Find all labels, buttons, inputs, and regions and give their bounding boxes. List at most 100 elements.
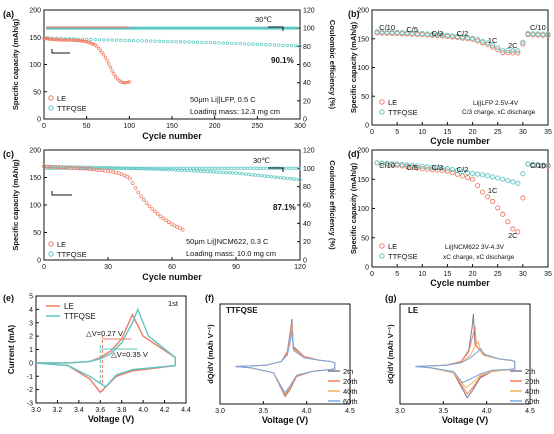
le-rate-point	[475, 183, 481, 189]
y-tick-label: 5	[29, 294, 33, 301]
ttfqse-capacity-point	[157, 167, 161, 172]
loading-mass-label: Loading mass: 10.0 mg cm	[186, 249, 276, 258]
ttfqse-capacity-point	[291, 177, 296, 181]
ttfqse-delta-v-label: △V=0.35 V	[111, 350, 148, 359]
le-capacity-point	[83, 39, 87, 44]
ttfqse-capacity-point	[83, 165, 88, 169]
ttfqse-ce-point	[226, 166, 231, 170]
ttfqse-rate-point	[409, 30, 415, 36]
legend-b-marker	[379, 109, 385, 115]
le-capacity-point	[139, 194, 143, 199]
ttfqse-capacity-point	[157, 39, 161, 43]
y2-tick-label: 100	[303, 26, 315, 33]
le-capacity-point	[66, 38, 70, 42]
le-capacity-point	[86, 40, 91, 44]
le-rate-point	[409, 164, 415, 170]
ttfqse-rate-point	[424, 164, 430, 170]
le-capacity-point	[169, 222, 174, 226]
ttfqse-capacity-point	[266, 174, 270, 179]
ttfqse-capacity-point	[227, 171, 232, 175]
ttfqse-capacity-point	[147, 167, 152, 171]
ttfqse-ce-point	[239, 166, 243, 170]
ttfqse-capacity-point	[112, 166, 117, 170]
le-capacity-point	[166, 220, 171, 224]
ttfqse-ce-point	[217, 166, 221, 170]
ttfqse-rate-point	[434, 165, 440, 171]
x-tick-label: 300	[294, 123, 306, 130]
le-capacity-point	[122, 81, 126, 85]
test-protocol-label: C/3 charge, xC discharge	[462, 109, 536, 116]
x-axis-label: Cycle number	[142, 272, 202, 282]
y-axis-label: Specific capacity (mAh/g)	[349, 21, 358, 113]
ttfqse-rate-point	[475, 37, 481, 43]
x-tick-label: 0	[370, 129, 374, 136]
rate-label: C/10	[530, 161, 546, 170]
y-tick-label: 3	[29, 320, 33, 327]
y2-tick-label: 0	[303, 258, 307, 265]
le-capacity-point	[67, 38, 72, 42]
legend-a-marker	[48, 105, 54, 111]
ttfqse-capacity-point	[240, 172, 245, 176]
ttfqse-rate-point	[500, 176, 506, 182]
ttfqse-capacity-point	[247, 42, 251, 46]
test-protocol-label: xC charge, xC discharge	[443, 254, 515, 261]
legend-a-label: LE	[57, 94, 66, 103]
ttfqse-capacity-point	[136, 39, 140, 43]
legend-c-marker	[48, 241, 54, 247]
rate-label: 2C	[508, 231, 518, 240]
panel-label: (g)	[385, 293, 397, 303]
plot-frame	[219, 303, 351, 405]
ttfqse-capacity-point	[242, 42, 247, 46]
ttfqse-rate-point	[480, 38, 486, 44]
x-tick-label: 90	[232, 264, 240, 271]
y-axis-label: Specific capacity (mAh/g)	[11, 18, 20, 110]
le-rate-point	[444, 168, 450, 174]
y2-tick-label: 40	[303, 221, 311, 228]
ttfqse-capacity-point	[122, 166, 126, 170]
ttfqse-capacity-point	[221, 170, 225, 175]
le-capacity-point	[54, 37, 58, 42]
ttfqse-rate-point	[530, 31, 536, 37]
y-tick-label: 50	[361, 94, 369, 101]
x-tick-label: 5	[395, 129, 399, 136]
ttfqse-rate-point	[490, 42, 496, 48]
ttfqse-capacity-point	[119, 38, 123, 42]
y-tick-label: 150	[357, 36, 369, 43]
ttfqse-capacity-point	[131, 166, 136, 171]
y-axis-label: dQ/dV (mAh V⁻¹)	[386, 324, 395, 384]
le-capacity-point	[45, 37, 50, 41]
ttfqse-rate-point	[535, 31, 541, 37]
ttfqse-capacity-point	[125, 166, 129, 170]
ttfqse-cv-curve	[35, 307, 176, 388]
le-capacity-point	[150, 207, 155, 211]
ttfqse-capacity-point	[195, 40, 200, 44]
x-tick-label: 10	[418, 271, 426, 278]
le-capacity-point	[164, 218, 168, 223]
ttfqse-rate-point	[449, 33, 456, 39]
ttfqse-rate-point	[505, 47, 511, 53]
le-capacity-point	[76, 38, 80, 43]
le-capacity-point	[49, 37, 53, 41]
ttfqse-ce-point	[230, 166, 234, 170]
le-capacity-point	[128, 176, 132, 181]
le-capacity-point	[125, 80, 130, 85]
le-rate-point	[485, 194, 491, 200]
x-tick-label: 100	[123, 123, 135, 130]
le-capacity-point	[136, 190, 141, 195]
ttfqse-ce-point	[246, 166, 250, 170]
rate-label: C/2	[457, 165, 469, 174]
x-tick-label: 0	[42, 123, 46, 130]
legend-label: 40th	[343, 387, 358, 396]
ttfqse-capacity-point	[225, 41, 230, 45]
le-rate-point	[505, 219, 511, 225]
ttfqse-ce-point	[297, 166, 301, 170]
ttfqse-capacity-point	[285, 43, 289, 48]
ttfqse-capacity-point	[200, 40, 204, 45]
ttfqse-capacity-point	[234, 171, 238, 175]
ttfqse-rate-point	[419, 163, 425, 169]
le-capacity-point	[112, 72, 116, 76]
ttfqse-capacity-point	[224, 170, 229, 175]
ttfqse-rate-point	[384, 160, 390, 167]
le-capacity-point	[98, 48, 102, 52]
y-tick-label: 150	[29, 175, 41, 182]
